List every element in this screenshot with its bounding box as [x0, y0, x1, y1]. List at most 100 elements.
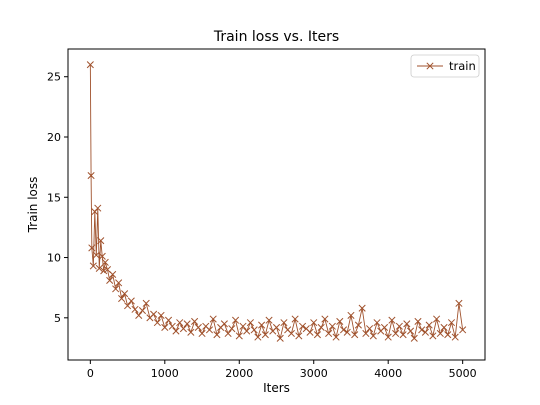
data-point [395, 322, 403, 330]
data-point [239, 322, 247, 330]
data-point [343, 328, 351, 336]
data-point [231, 316, 240, 324]
data-point [321, 315, 329, 323]
data-point [440, 323, 448, 332]
data-point [447, 319, 456, 327]
data-point [317, 323, 325, 332]
data-point [92, 251, 100, 259]
y-axis: 5 10 15 20 25 [47, 71, 68, 325]
data-point [336, 317, 344, 325]
data-point [373, 319, 381, 327]
legend: train [410, 54, 480, 78]
data-point [179, 325, 187, 333]
data-point [138, 307, 147, 315]
x-tick-label: 2000 [225, 367, 253, 380]
data-point [280, 319, 288, 327]
plot-area [86, 61, 467, 342]
data-point [168, 322, 176, 330]
data-point [287, 329, 295, 338]
data-point [209, 315, 217, 323]
data-point [425, 321, 433, 329]
data-point [121, 290, 129, 298]
data-point [429, 332, 437, 340]
data-point [444, 331, 452, 339]
data-point [384, 333, 392, 341]
data-point [95, 264, 103, 272]
data-point [89, 262, 97, 270]
data-point [176, 319, 184, 327]
data-point [118, 294, 126, 303]
data-point [261, 331, 269, 339]
data-point [87, 172, 95, 180]
data-point [388, 316, 396, 324]
data-point [347, 311, 355, 319]
data-point [380, 323, 389, 332]
legend-x-marker [426, 62, 434, 70]
x-tick-label: 0 [87, 367, 94, 380]
data-point [358, 304, 366, 312]
data-point [224, 329, 232, 338]
data-point [228, 325, 236, 333]
x-axis: 0 1000 2000 3000 4000 5000 [87, 360, 477, 380]
data-point [313, 331, 322, 339]
data-point [299, 322, 307, 330]
data-point [265, 316, 273, 324]
data-point [220, 320, 228, 328]
data-point [243, 327, 251, 335]
data-point [455, 299, 463, 307]
y-axis-label: Train loss [26, 177, 40, 234]
data-point [310, 319, 318, 327]
data-point [250, 326, 258, 334]
data-point [150, 310, 158, 318]
data-point [258, 321, 266, 329]
data-point [332, 333, 340, 341]
data-point [339, 326, 348, 334]
legend-label-train: train [449, 59, 476, 73]
x-tick-label: 1000 [151, 367, 179, 380]
data-point [235, 332, 243, 340]
x-tick-label: 3000 [300, 367, 328, 380]
legend-box [410, 54, 480, 78]
data-point [97, 237, 105, 245]
data-point [191, 317, 199, 325]
data-point [98, 252, 106, 260]
data-point [86, 61, 94, 69]
data-point [410, 334, 418, 342]
data-point [135, 311, 143, 319]
data-point [459, 326, 467, 334]
data-point [124, 302, 132, 310]
data-point [325, 329, 333, 338]
data-point [153, 319, 161, 327]
data-point [94, 204, 102, 212]
data-point [112, 285, 120, 293]
data-point [392, 329, 400, 338]
data-point [291, 315, 299, 323]
data-point [172, 327, 180, 335]
data-point [213, 331, 221, 339]
data-point [161, 323, 169, 332]
data-point [328, 322, 336, 330]
data-point [451, 333, 459, 341]
data-point [254, 333, 262, 341]
data-point [246, 319, 254, 327]
data-point [194, 323, 202, 332]
data-point [88, 244, 96, 252]
x-tick-label: 4000 [374, 367, 402, 380]
data-point [362, 329, 370, 338]
data-point [198, 329, 206, 338]
data-point [106, 276, 114, 284]
plot-frame [67, 48, 486, 361]
data-point [403, 320, 411, 328]
data-point [272, 323, 281, 332]
data-point [399, 331, 407, 339]
y-tick-label: 25 [47, 71, 61, 84]
data-point [306, 328, 314, 336]
data-point [164, 316, 173, 324]
y-tick-label: 5 [54, 312, 61, 325]
data-point [157, 311, 165, 319]
data-point [187, 328, 195, 336]
y-tick-label: 10 [47, 252, 61, 265]
y-tick-label: 20 [47, 131, 61, 144]
data-point [142, 299, 150, 307]
